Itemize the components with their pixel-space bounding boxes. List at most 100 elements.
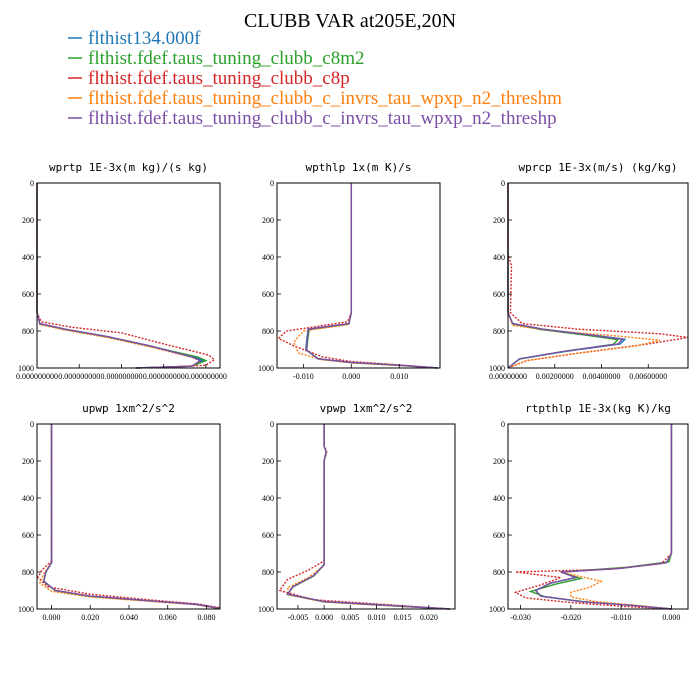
series-line [507, 183, 689, 369]
y-tick-label: 200 [262, 457, 274, 466]
y-tick-label: 800 [262, 327, 274, 336]
series-line [39, 424, 221, 610]
series-line [37, 424, 221, 610]
y-tick-label: 600 [493, 290, 505, 299]
x-tick-label: 0.015 [394, 613, 412, 622]
y-tick-label: 0 [501, 179, 505, 188]
y-tick-label: 600 [22, 290, 34, 299]
series-line [507, 183, 625, 369]
x-tick-label: 0.010 [367, 613, 385, 622]
series-line [36, 183, 202, 369]
y-tick-label: 200 [22, 457, 34, 466]
y-tick-label: 800 [22, 327, 34, 336]
x-tick-label: 0.000 [662, 613, 680, 622]
figure-title: CLUBB VAR at205E,20N [244, 10, 456, 32]
y-tick-label: 400 [493, 494, 505, 503]
chart-panel: wprtp 1E-3x(m kg)/(s kg) 0 200 400 600 800 100… [16, 161, 227, 381]
legend: flthist134.000fflthist.fdef.taus_tuning_… [68, 28, 562, 129]
series-line [513, 424, 673, 610]
legend-item: flthist.fdef.taus_tuning_clubb_c_invrs_t… [68, 88, 562, 109]
plot-frame [276, 182, 441, 369]
x-tick-label: 0.00200000 [536, 372, 574, 381]
y-tick-label: 800 [262, 568, 274, 577]
series-line [507, 183, 661, 369]
series-line [286, 424, 450, 610]
panel-title: upwp 1xm^2/s^2 [82, 402, 175, 415]
y-tick-label: 0 [270, 179, 274, 188]
legend-label: flthist134.000f [88, 28, 201, 49]
series-line [305, 183, 438, 369]
series-line [560, 424, 673, 610]
y-tick-label: 600 [262, 290, 274, 299]
x-tick-label: 0.00400000 [583, 372, 621, 381]
series-line [43, 424, 221, 610]
legend-item: flthist134.000f [68, 28, 201, 49]
y-tick-label: 1000 [489, 364, 505, 373]
series-line [305, 183, 438, 369]
x-tick-label: 0.080 [197, 613, 215, 622]
legend-item: flthist.fdef.taus_tuning_clubb_c8m2 [68, 48, 365, 69]
series-line [277, 183, 438, 369]
x-tick-label: -0.005 [288, 613, 309, 622]
y-tick-label: 1000 [258, 364, 274, 373]
plot-frame [507, 182, 689, 369]
panel-title: wpthlp 1x(m K)/s [306, 161, 412, 174]
x-tick-label: 0.000 [342, 372, 360, 381]
x-tick-label: -0.020 [561, 613, 582, 622]
x-tick-label: 0.000 [315, 613, 333, 622]
y-tick-label: 1000 [258, 605, 274, 614]
y-tick-label: 200 [493, 216, 505, 225]
series-line [507, 183, 620, 369]
series-line [286, 424, 450, 610]
x-tick-label: -0.010 [611, 613, 632, 622]
plot-frame [507, 423, 689, 610]
legend-label: flthist.fdef.taus_tuning_clubb_c_invrs_t… [88, 88, 562, 109]
series-line [43, 424, 221, 610]
y-tick-label: 1000 [489, 605, 505, 614]
chart-panel: rtpthlp 1E-3x(kg K)/kg02004006008001000-… [489, 402, 689, 622]
y-tick-label: 0 [30, 420, 34, 429]
x-tick-label: 0.020 [81, 613, 99, 622]
y-tick-label: 400 [22, 494, 34, 503]
chart-panel: wprcp 1E-3x(m/s) (kg/kg) 0 200 400 600 800 100… [489, 161, 689, 381]
panel-title: vpwp 1xm^2/s^2 [320, 402, 413, 415]
x-tick-label: 0.00000000 [489, 372, 527, 381]
panel-title: rtpthlp 1E-3x(kg K)/kg [525, 402, 671, 415]
y-tick-label: 200 [22, 216, 34, 225]
panel-title: wprcp 1E-3x(m/s) (kg/kg) [519, 161, 678, 174]
y-tick-label: 600 [493, 531, 505, 540]
y-tick-label: 200 [493, 457, 505, 466]
y-tick-label: 800 [493, 568, 505, 577]
x-tick-label: 0.000000000 [185, 372, 227, 381]
series-line [286, 424, 450, 610]
plot-frame [276, 423, 456, 610]
x-tick-label: 0.000 [43, 613, 61, 622]
y-tick-label: 0 [30, 179, 34, 188]
x-tick-label: 0.000000000 [143, 372, 185, 381]
legend-label: flthist.fdef.taus_tuning_clubb_c8p [88, 68, 350, 89]
legend-label: flthist.fdef.taus_tuning_clubb_c8m2 [88, 48, 365, 69]
chart-panel: vpwp 1xm^2/s^2 0 200 400 600 800 1000 -0.005 0.0… [258, 402, 456, 622]
y-tick-label: 0 [501, 420, 505, 429]
series-line [507, 183, 627, 369]
series-line [36, 183, 202, 369]
y-tick-label: 800 [22, 568, 34, 577]
x-tick-label: 0.00600000 [629, 372, 667, 381]
y-tick-label: 600 [262, 531, 274, 540]
y-tick-label: 400 [493, 253, 505, 262]
panel-title: wprtp 1E-3x(m kg)/(s kg) [49, 161, 208, 174]
y-tick-label: 600 [22, 531, 34, 540]
x-tick-label: -0.030 [510, 613, 531, 622]
panels: wprtp 1E-3x(m kg)/(s kg) 0 200 400 600 800 100… [16, 161, 689, 622]
chart-panel: wpthlp 1x(m K)/s 0 200 400 600 800 1000 -0.010 0… [258, 161, 441, 381]
legend-item: flthist.fdef.taus_tuning_clubb_c_invrs_t… [68, 108, 557, 129]
y-tick-label: 1000 [18, 605, 34, 614]
series-line [43, 424, 221, 610]
series-line [534, 424, 673, 610]
x-tick-label: 0.040 [120, 613, 138, 622]
x-tick-label: -0.010 [293, 372, 314, 381]
series-line [305, 183, 438, 369]
y-tick-label: 400 [262, 253, 274, 262]
plot-frame [36, 423, 221, 610]
